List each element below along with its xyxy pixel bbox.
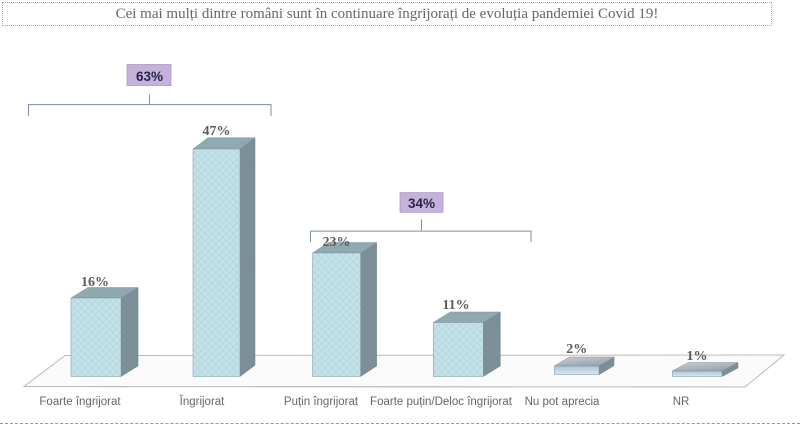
svg-text:Nu pot aprecia: Nu pot aprecia (525, 396, 600, 408)
svg-text:23%: 23% (323, 235, 351, 250)
svg-text:11%: 11% (442, 298, 469, 313)
svg-text:47%: 47% (203, 124, 231, 139)
svg-text:Foarte puțin/Deloc îngrijorat: Foarte puțin/Deloc îngrijorat (370, 396, 513, 408)
svg-text:1%: 1% (687, 349, 708, 364)
svg-text:16%: 16% (81, 275, 109, 290)
svg-text:63%: 63% (136, 69, 163, 84)
svg-text:Puțin îngrijorat: Puțin îngrijorat (284, 396, 359, 408)
svg-text:Foarte îngrijorat: Foarte îngrijorat (39, 396, 121, 408)
svg-text:2%: 2% (566, 342, 587, 357)
svg-text:NR: NR (673, 396, 690, 408)
svg-text:Îngrijorat: Îngrijorat (179, 395, 226, 408)
svg-text:34%: 34% (408, 196, 435, 211)
